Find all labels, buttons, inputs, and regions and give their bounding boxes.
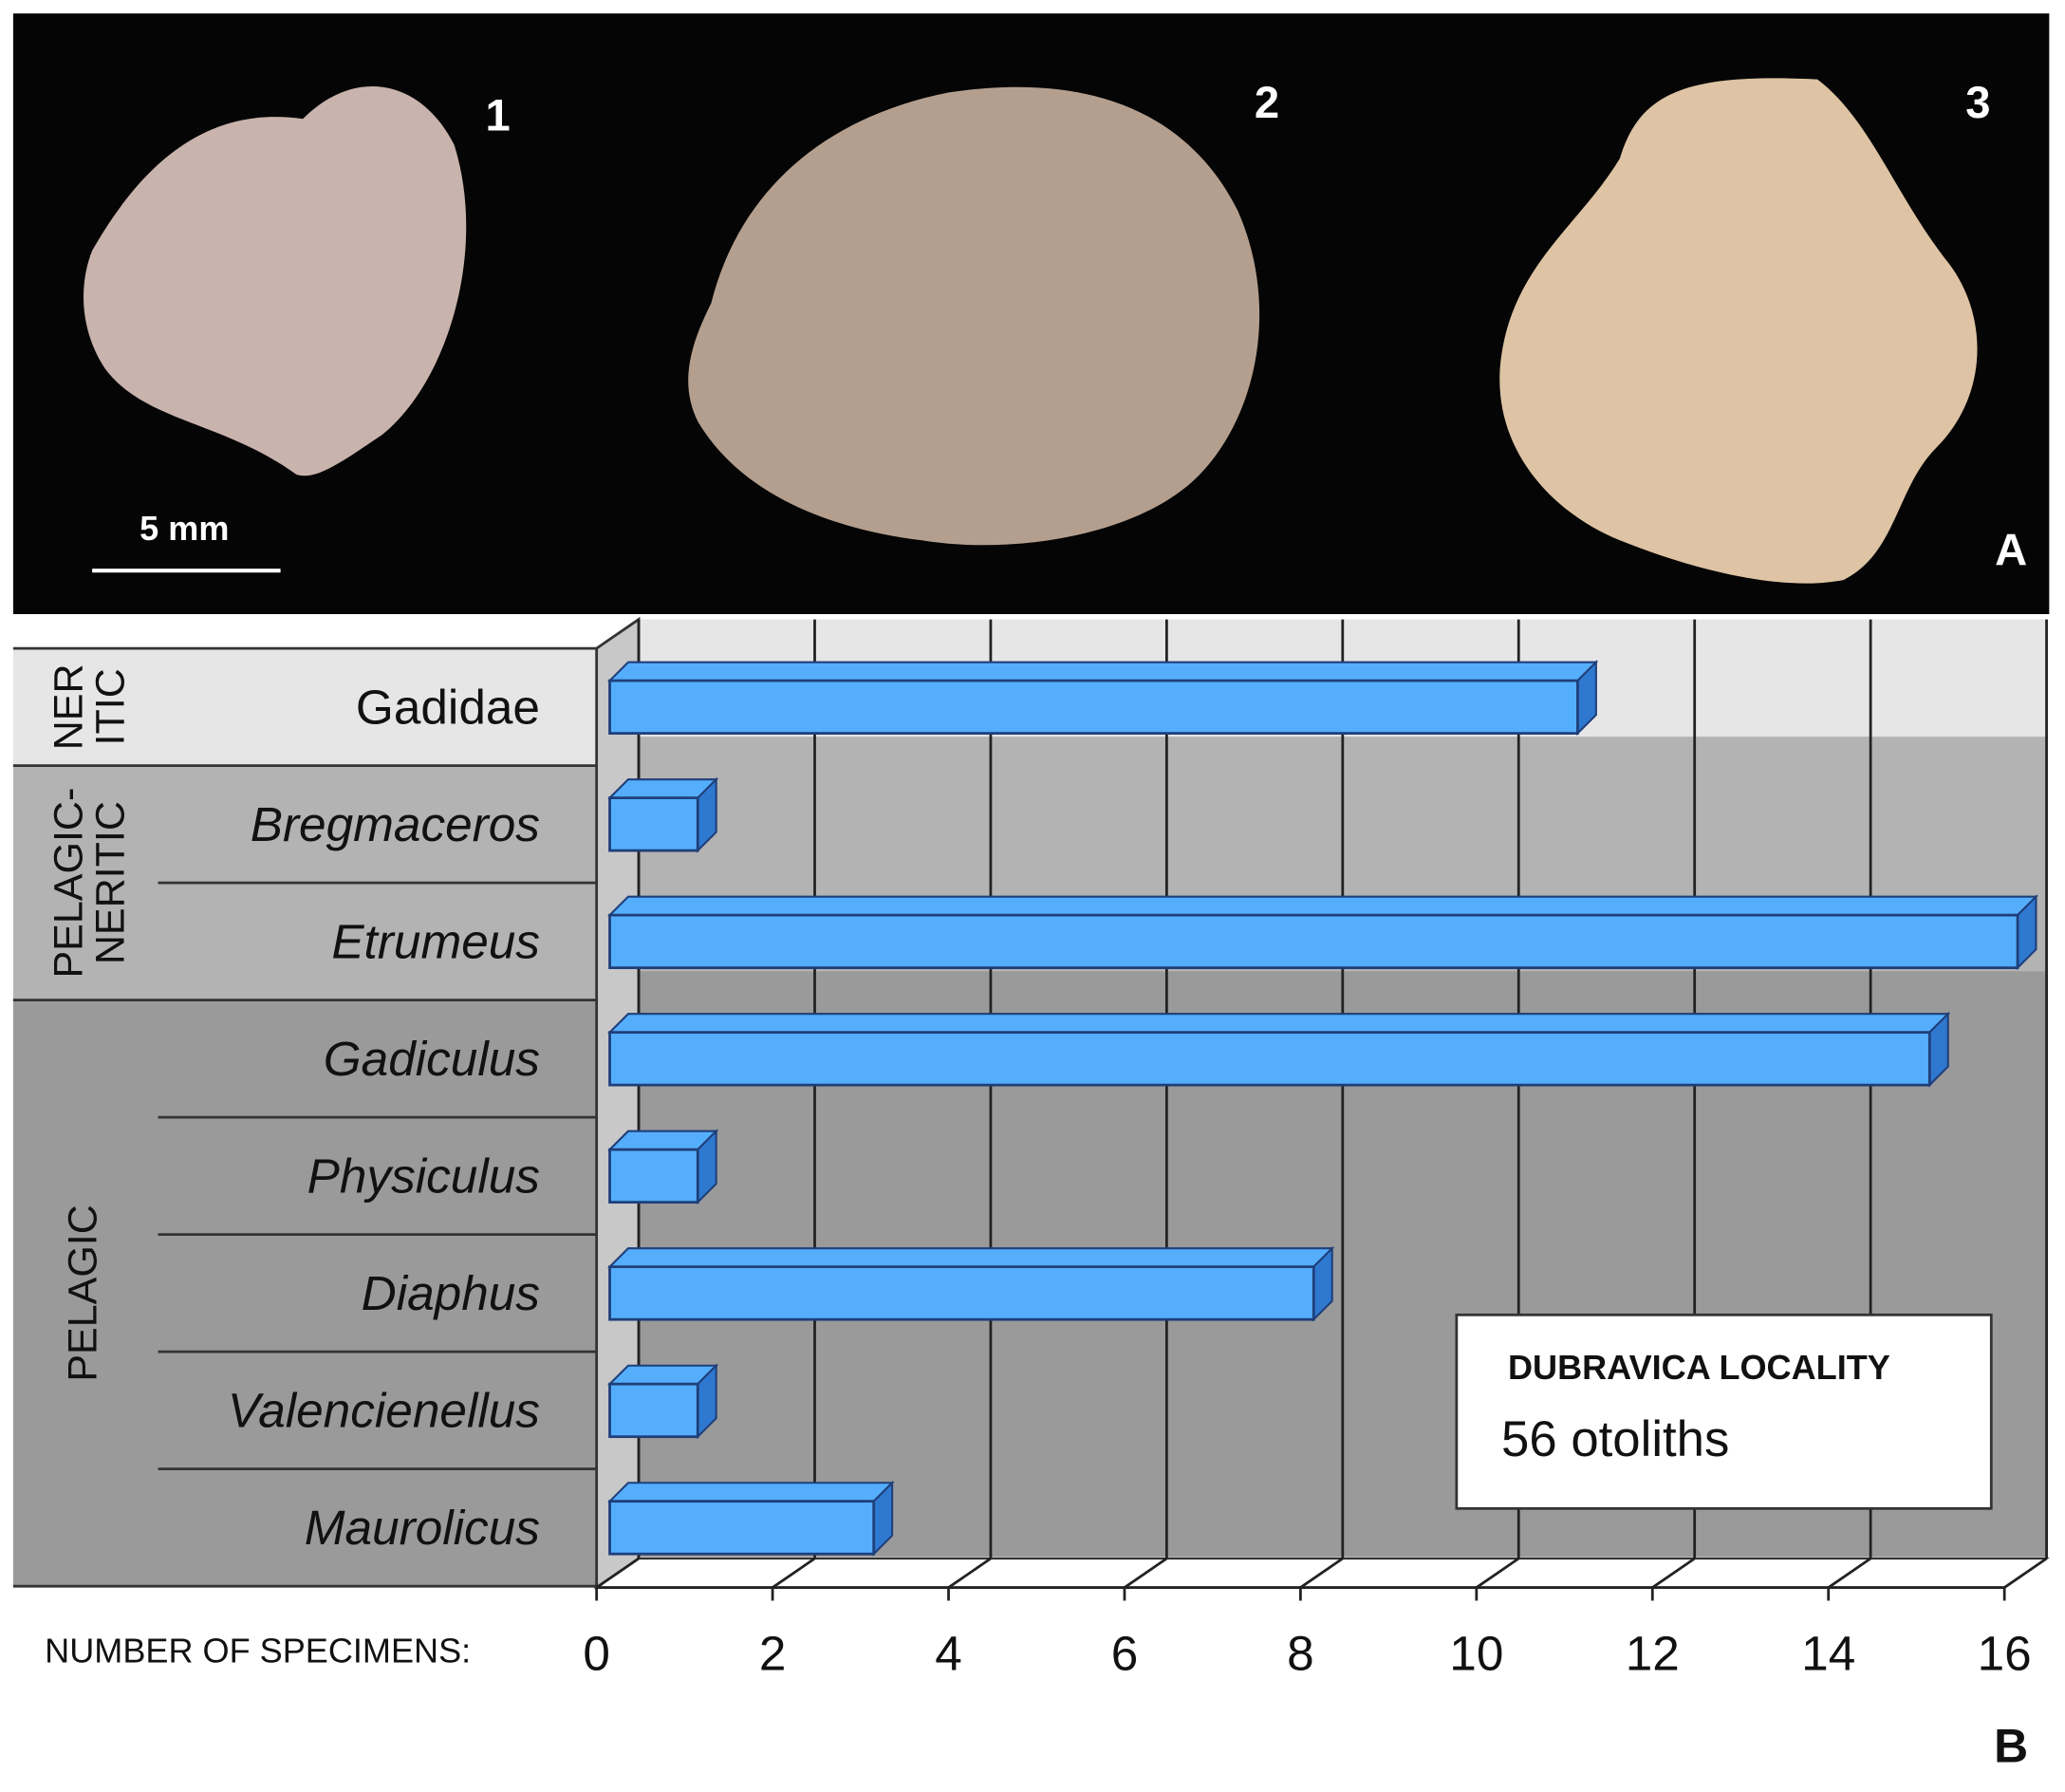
category-label: Bregmaceros [251, 797, 540, 851]
photo-label: 3 [1965, 77, 1990, 127]
floor-grid-line [1124, 1557, 1168, 1589]
floor-grid-line [772, 1557, 816, 1589]
bar [608, 1031, 1931, 1087]
floor-grid-line [1299, 1557, 1344, 1589]
x-tick-label: 12 [1626, 1627, 1680, 1681]
annotation-box [1455, 1313, 1993, 1510]
group-band [12, 648, 597, 766]
bar-top [607, 661, 1599, 682]
bar [608, 1148, 699, 1204]
group-label: NERITIC [88, 801, 134, 964]
category-label: Maurolicus [305, 1501, 540, 1555]
category-label: Gadiculus [324, 1032, 540, 1086]
otolith-1 [84, 85, 467, 476]
x-tick-label: 8 [1287, 1627, 1314, 1681]
floor-grid-line [2003, 1557, 2048, 1589]
photo-label: 1 [485, 90, 510, 140]
annotation-text: 56 otoliths [1501, 1411, 1729, 1467]
category-label: Diaphus [362, 1266, 540, 1320]
bar-top [607, 895, 2038, 917]
x-axis-label: NUMBER OF SPECIMENS: [45, 1631, 471, 1670]
x-tick-label: 6 [1111, 1627, 1139, 1681]
floor-grid-line [1827, 1557, 1871, 1589]
bar [608, 913, 2019, 970]
photo-label: 2 [1255, 77, 1279, 127]
photo-panel: 1 2 3 5 mm A [12, 13, 2050, 615]
group-label: ITIC [88, 668, 134, 745]
side-wall [595, 616, 641, 1591]
bar [608, 796, 699, 852]
floor-grid-line [595, 1557, 640, 1589]
x-tick-label: 14 [1801, 1627, 1855, 1681]
x-tick-label: 4 [935, 1627, 962, 1681]
x-tick-label: 2 [759, 1627, 787, 1681]
otolith-2 [688, 86, 1260, 546]
panel-label: A [1995, 525, 2027, 575]
chart: 0 2 4 6 8 10 12 14 16 NUMBER OF SPECIMENS: NERITIC… [12, 616, 2050, 1772]
bar [608, 1265, 1315, 1321]
floor-grid-line [947, 1557, 992, 1589]
bar-top [607, 1013, 1951, 1034]
bar [608, 1382, 699, 1439]
x-tick-label: 16 [1978, 1627, 2032, 1681]
annotation-title: DUBRAVICA LOCALITY [1508, 1348, 1890, 1387]
category-label: Physiculus [307, 1149, 540, 1204]
x-tick-label: 10 [1449, 1627, 1503, 1681]
floor-grid-line [1651, 1557, 1696, 1589]
bar [608, 1500, 876, 1556]
category-label: Etrumeus [331, 915, 540, 969]
scale-bar-label: 5 mm [140, 509, 229, 548]
panel-label: B [1994, 1719, 2028, 1772]
floor-grid-line [1476, 1557, 1520, 1589]
category-label: Valencienellus [228, 1384, 540, 1438]
group-band [12, 999, 597, 1587]
category-label: Gadidae [356, 681, 540, 735]
otolith-3 [1499, 78, 1978, 584]
group-label: PELAGIC- [46, 788, 91, 979]
bar-top [607, 1247, 1335, 1268]
bar [608, 679, 1579, 735]
bar-top [607, 1482, 895, 1503]
group-label: NER [46, 663, 91, 750]
x-tick-label: 0 [583, 1627, 610, 1681]
group-label: PELAGIC [61, 1204, 106, 1381]
